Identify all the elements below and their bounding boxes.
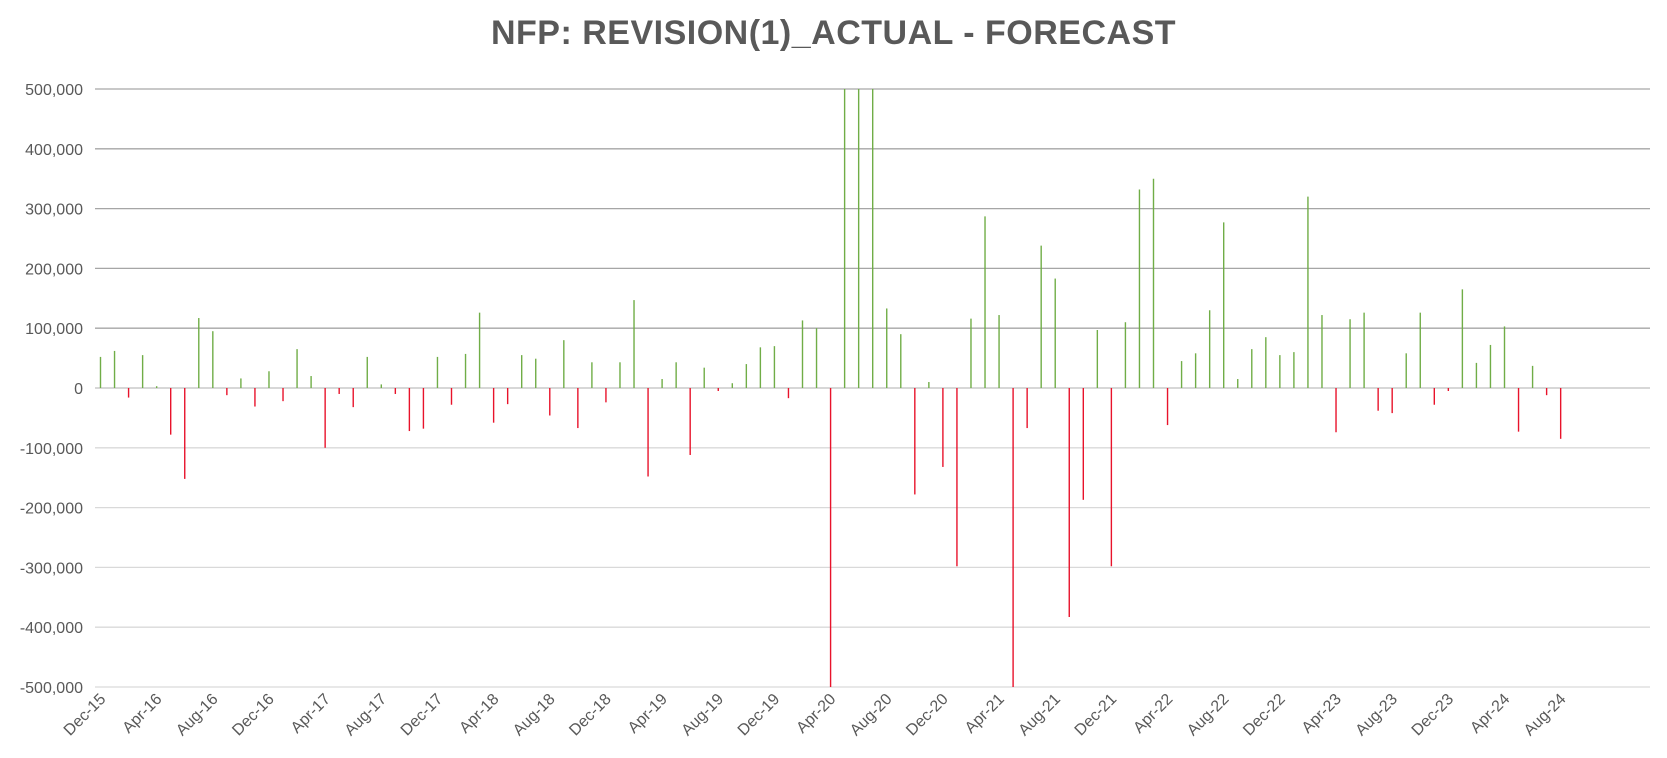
y-tick-label: 300,000 bbox=[25, 202, 83, 219]
x-tick-label: Apr-16 bbox=[120, 691, 166, 737]
x-tick-label: Aug-18 bbox=[510, 691, 559, 740]
y-tick-label: 100,000 bbox=[25, 321, 83, 338]
y-tick-label: -400,000 bbox=[20, 620, 83, 637]
y-tick-label: 500,000 bbox=[25, 82, 83, 99]
x-tick-label: Apr-22 bbox=[1130, 691, 1176, 737]
y-tick-label: -500,000 bbox=[20, 680, 83, 697]
x-tick-label: Aug-22 bbox=[1184, 691, 1233, 740]
x-tick-label: Apr-18 bbox=[456, 691, 502, 737]
x-tick-label: Aug-21 bbox=[1016, 691, 1065, 740]
x-tick-label: Aug-17 bbox=[342, 691, 391, 740]
x-tick-label: Apr-19 bbox=[625, 691, 671, 737]
x-tick-label: Dec-21 bbox=[1072, 691, 1121, 740]
x-tick-label: Apr-20 bbox=[793, 691, 839, 737]
x-tick-label: Aug-20 bbox=[847, 691, 896, 740]
x-tick-label: Aug-23 bbox=[1353, 691, 1402, 740]
y-tick-label: 0 bbox=[74, 381, 83, 398]
x-tick-label: Dec-18 bbox=[566, 691, 615, 740]
x-tick-label: Apr-21 bbox=[962, 691, 1008, 737]
y-tick-label: -100,000 bbox=[20, 441, 83, 458]
x-tick-label: Apr-23 bbox=[1299, 691, 1345, 737]
chart-title: NFP: REVISION(1)_ACTUAL - FORECAST bbox=[490, 14, 1177, 52]
x-tick-label: Dec-22 bbox=[1240, 691, 1289, 740]
x-tick-label: Aug-19 bbox=[679, 691, 728, 740]
y-tick-label: -200,000 bbox=[20, 501, 83, 518]
x-axis-ticks: Dec-15 Apr-16 Aug-16 Dec-16 Apr-17 Aug-17 Dec-… bbox=[61, 691, 1570, 740]
x-tick-label: Dec-15 bbox=[61, 691, 110, 740]
x-tick-label: Dec-23 bbox=[1409, 691, 1458, 740]
y-tick-label: 400,000 bbox=[25, 142, 83, 159]
x-tick-label: Dec-19 bbox=[735, 691, 784, 740]
x-tick-label: Apr-17 bbox=[288, 691, 334, 737]
bars bbox=[99, 89, 1562, 687]
x-tick-label: Dec-20 bbox=[903, 691, 952, 740]
y-tick-label: -300,000 bbox=[20, 560, 83, 577]
x-tick-label: Aug-24 bbox=[1521, 691, 1570, 740]
x-tick-label: Apr-24 bbox=[1467, 691, 1513, 737]
y-tick-label: 200,000 bbox=[25, 261, 83, 278]
x-tick-label: Dec-17 bbox=[398, 691, 447, 740]
y-axis-ticks: 500,000 400,000 300,000 200,000 100,000 0 -100… bbox=[20, 82, 83, 697]
x-tick-label: Dec-16 bbox=[229, 691, 278, 740]
x-tick-label: Aug-16 bbox=[173, 691, 222, 740]
